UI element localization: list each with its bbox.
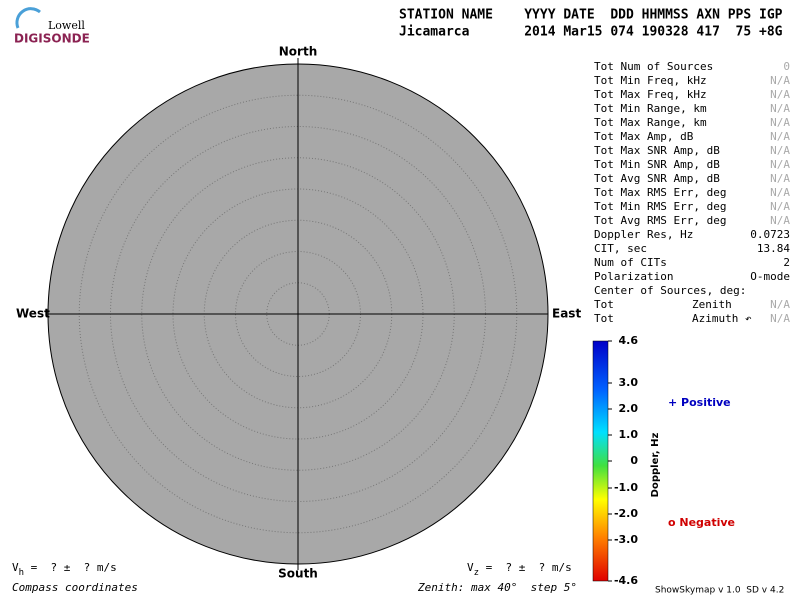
stat-label: Tot Max Freq, kHz	[594, 88, 707, 101]
header-line: STATION NAME YYYY DATE DDD HHMMSS AXN PP…	[399, 8, 783, 23]
colorbar-tick-label: -3.0	[614, 533, 638, 546]
stat-label: Tot Min RMS Err, deg	[594, 200, 726, 213]
stat-value: 13.84	[757, 242, 790, 255]
zenith-note: Zenith: max 40° step 5°	[417, 581, 577, 594]
stat-value: N/A	[770, 116, 790, 129]
version: ShowSkymap v 1.0 SD v 4.2	[655, 586, 784, 596]
stat-label: Tot Min Freq, kHz	[594, 74, 707, 87]
colorbar-title: Doppler, Hz	[650, 433, 661, 498]
stat-label: Doppler Res, Hz	[594, 228, 693, 241]
colorbar-tick-label: 2.0	[619, 402, 639, 415]
stat-mid: Azimuth ↶	[692, 312, 752, 325]
vh: Vh = ? ± ? m/s	[12, 561, 117, 578]
stat-value: N/A	[770, 130, 790, 143]
colorbar-tick-label: -4.6	[614, 574, 638, 587]
stat-value: 0	[783, 60, 790, 73]
stat-value: N/A	[770, 312, 790, 325]
stat-label: Tot	[594, 312, 614, 325]
skymap	[47, 58, 549, 570]
stat-value: N/A	[770, 200, 790, 213]
stat-label: Tot Min Range, km	[594, 102, 707, 115]
south-label: South	[278, 567, 318, 581]
colorbar-tick-label: -2.0	[614, 507, 638, 520]
stat-label: Tot	[594, 298, 614, 311]
stat-label: Tot Max RMS Err, deg	[594, 186, 726, 199]
stat-value: N/A	[770, 144, 790, 157]
stat-label: Tot Avg SNR Amp, dB	[594, 172, 720, 185]
stat-value: N/A	[770, 102, 790, 115]
legend-positive: + Positive	[668, 396, 731, 409]
stat-value: N/A	[770, 158, 790, 171]
stat-label: Tot Avg RMS Err, deg	[594, 214, 726, 227]
colorbar-ticks: 4.6 3.0 2.0 1.0 0 -1.0 -2.0 -3.0 -4.6	[608, 334, 638, 587]
colorbar-tick-label: 4.6	[619, 334, 639, 347]
header-line: Jicamarca 2014 Mar15 074 190328 417 75 +…	[399, 25, 783, 40]
colorbar-tick-label: 3.0	[619, 376, 639, 389]
stat-label: Tot Max SNR Amp, dB	[594, 144, 720, 157]
colorbar-tick-label: 0	[630, 454, 638, 467]
stats-table: Tot Num of Sources 0 Tot Min Freq, kHz N/A T…	[594, 60, 790, 325]
coords-note: Compass coordinates	[12, 581, 138, 594]
east-label: East	[552, 307, 581, 321]
stat-label: CIT, sec	[594, 242, 647, 255]
stat-label: Tot Min SNR Amp, dB	[594, 158, 720, 171]
stat-label: Tot Max Amp, dB	[594, 130, 694, 143]
stat-value: N/A	[770, 172, 790, 185]
stat-label: Tot Num of Sources	[594, 60, 713, 73]
colorbar-tick-label: -1.0	[614, 481, 638, 494]
stat-label: Tot Max Range, km	[594, 116, 707, 129]
logo-top: Lowell	[48, 19, 85, 32]
stat-value: N/A	[770, 298, 790, 311]
legend-negative: o Negative	[668, 516, 735, 529]
stat-value: N/A	[770, 74, 790, 87]
stat-value: N/A	[770, 186, 790, 199]
north-label: North	[279, 45, 317, 59]
colorbar	[592, 340, 609, 582]
stat-value: 2	[783, 256, 790, 269]
west-label: West	[16, 307, 50, 321]
stat-label: Polarization	[594, 270, 673, 283]
stat-value: O-mode	[750, 270, 790, 283]
stat-value: N/A	[770, 214, 790, 227]
stat-value: 0.0723	[750, 228, 790, 241]
colorbar-tick-label: 1.0	[619, 428, 639, 441]
vz: Vz = ? ± ? m/s	[467, 561, 572, 578]
logo-arc	[15, 7, 41, 29]
logo-bottom: DIGISONDE	[14, 32, 90, 46]
stat-label: Num of CITs	[594, 256, 667, 269]
stat-label: Center of Sources, deg:	[594, 284, 746, 297]
stat-value: N/A	[770, 88, 790, 101]
stat-mid: Zenith	[692, 298, 732, 311]
